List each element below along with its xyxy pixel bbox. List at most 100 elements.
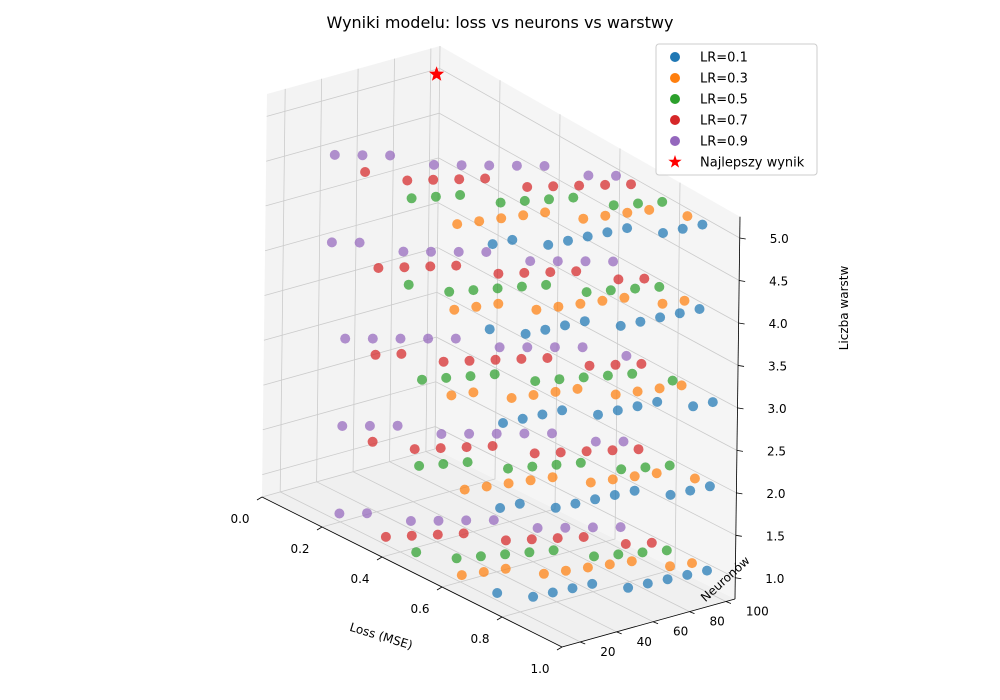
data-point — [525, 256, 536, 267]
data-point — [357, 150, 368, 161]
data-point — [464, 428, 475, 439]
x-tick-mark — [256, 496, 263, 501]
data-point — [451, 553, 462, 564]
data-point — [629, 485, 640, 496]
data-point — [514, 498, 525, 509]
data-point — [531, 304, 542, 315]
data-point — [519, 428, 530, 439]
data-point — [612, 405, 623, 416]
data-point — [702, 565, 712, 576]
data-point — [707, 397, 718, 408]
data-point — [613, 274, 624, 285]
data-point — [600, 210, 611, 221]
data-point — [560, 522, 571, 533]
data-point — [579, 316, 590, 327]
data-point — [689, 473, 700, 484]
data-point — [492, 588, 503, 598]
data-point — [571, 266, 582, 277]
data-point — [657, 298, 668, 309]
data-point — [545, 267, 556, 278]
z-tick-mark — [735, 534, 742, 537]
x-tick-label: 0.6 — [410, 602, 429, 616]
data-point — [613, 549, 624, 560]
y-tick-label: 20 — [600, 645, 615, 659]
data-point — [444, 286, 455, 297]
data-point — [452, 219, 463, 230]
grid-line-x — [321, 80, 501, 528]
data-point — [632, 386, 643, 397]
data-point — [450, 333, 461, 344]
data-point — [495, 197, 506, 208]
data-point — [682, 211, 693, 222]
data-point — [665, 561, 675, 572]
data-point — [484, 324, 495, 335]
data-point — [626, 179, 636, 190]
grid-line-z — [262, 381, 736, 536]
data-point — [493, 268, 504, 279]
data-point — [662, 574, 673, 585]
data-point — [530, 376, 541, 387]
data-point — [590, 494, 601, 505]
data-point — [435, 443, 446, 454]
data-point — [337, 421, 348, 431]
z-tick-mark — [736, 449, 744, 452]
y-tick-label: 40 — [637, 635, 652, 649]
data-point — [478, 567, 489, 577]
x-tick-mark — [556, 646, 563, 651]
z-tick-label: 3.0 — [768, 402, 787, 416]
data-point — [340, 333, 351, 344]
data-point — [679, 295, 690, 306]
data-point — [406, 530, 417, 541]
data-point — [498, 418, 508, 428]
y-tick-label: 60 — [673, 625, 688, 639]
data-point — [432, 529, 443, 540]
data-point — [519, 267, 530, 278]
z-tick-label: 1.5 — [766, 529, 785, 543]
data-point — [590, 436, 601, 447]
z-tick-mark — [738, 322, 745, 325]
data-point — [385, 150, 396, 161]
data-point — [552, 533, 563, 544]
data-point — [507, 234, 518, 245]
data-point — [577, 342, 588, 353]
y-tick-mark — [689, 611, 695, 615]
grid-line-y — [352, 68, 654, 623]
data-point — [604, 559, 615, 570]
data-point — [399, 262, 410, 273]
data-point — [557, 405, 568, 416]
data-point — [433, 515, 444, 526]
legend: LR=0.1 LR=0.3 LR=0.5 LR=0.7 LR=0.9 Najle… — [655, 43, 818, 176]
y-axis-line — [561, 598, 736, 648]
data-point — [652, 396, 663, 407]
data-point — [487, 441, 498, 451]
x-tick-label: 0.2 — [290, 542, 309, 556]
legend-marker-lr01 — [670, 52, 680, 62]
data-point — [490, 354, 501, 365]
data-point — [560, 320, 570, 331]
data-point — [329, 149, 340, 160]
data-point — [553, 301, 564, 312]
data-point — [551, 459, 562, 470]
data-point — [454, 174, 465, 185]
data-point — [462, 457, 473, 468]
data-point — [540, 207, 551, 218]
z-tick-mark — [735, 577, 742, 580]
legend-label-lr01: LR=0.1 — [700, 51, 748, 66]
data-point — [491, 428, 502, 439]
data-point — [619, 292, 630, 303]
legend-label-best: Najlepszy wynik — [700, 156, 805, 171]
data-point — [519, 195, 530, 206]
data-point — [326, 237, 337, 248]
data-point — [525, 475, 536, 486]
data-point — [633, 198, 643, 209]
data-point — [655, 312, 666, 323]
y-tick-mark — [616, 631, 622, 635]
data-point — [360, 167, 371, 177]
data-point — [651, 468, 662, 479]
data-point — [364, 420, 375, 431]
data-point — [414, 460, 425, 471]
z-tick-label: 1.0 — [765, 572, 784, 586]
data-point — [334, 508, 345, 519]
data-point — [539, 161, 550, 171]
data-point — [589, 551, 599, 562]
